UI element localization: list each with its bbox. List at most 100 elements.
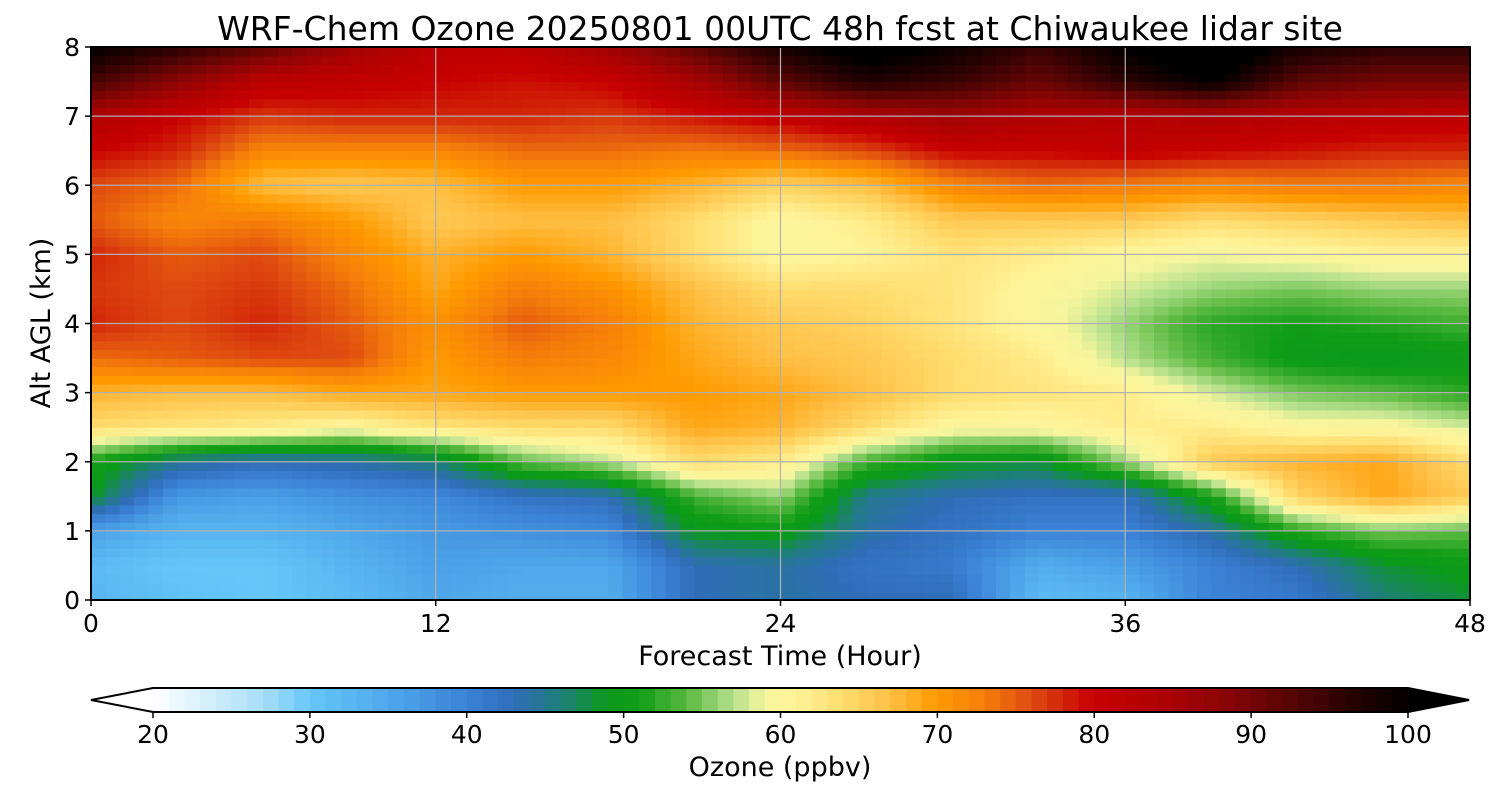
heatmap-cell bbox=[751, 574, 767, 584]
heatmap-cell bbox=[565, 349, 580, 359]
heatmap-cell bbox=[995, 237, 1011, 247]
heatmap-cell bbox=[119, 453, 135, 463]
heatmap-cell bbox=[177, 582, 193, 592]
heatmap-cell bbox=[205, 167, 221, 178]
heatmap-cell bbox=[579, 271, 595, 281]
heatmap-cell bbox=[866, 453, 882, 463]
heatmap-cell bbox=[1197, 539, 1213, 549]
heatmap-cell bbox=[249, 142, 264, 152]
heatmap-cell bbox=[593, 487, 609, 497]
heatmap-cell bbox=[349, 314, 365, 325]
heatmap-cell bbox=[335, 323, 351, 333]
heatmap-cell bbox=[521, 530, 537, 541]
heatmap-cell bbox=[1168, 470, 1184, 480]
heatmap-cell bbox=[1039, 124, 1055, 135]
heatmap-cell bbox=[751, 211, 767, 221]
heatmap-cell bbox=[1053, 228, 1069, 238]
heatmap-cell bbox=[1168, 504, 1184, 515]
heatmap-cell bbox=[565, 288, 580, 299]
heatmap-cell bbox=[809, 479, 825, 489]
heatmap-cell bbox=[191, 340, 207, 351]
heatmap-cell bbox=[521, 98, 537, 109]
heatmap-cell bbox=[292, 375, 308, 385]
heatmap-cell bbox=[1067, 90, 1083, 100]
heatmap-cell bbox=[162, 72, 178, 83]
heatmap-cell bbox=[608, 314, 624, 325]
heatmap-cell bbox=[780, 116, 796, 126]
heatmap-cell bbox=[751, 219, 767, 230]
heatmap-cell bbox=[909, 349, 925, 359]
heatmap-cell bbox=[866, 487, 882, 497]
heatmap-cell bbox=[967, 254, 983, 264]
heatmap-cell bbox=[995, 591, 1011, 600]
heatmap-cell bbox=[967, 193, 983, 204]
heatmap-cell bbox=[363, 556, 379, 567]
heatmap-cell bbox=[809, 185, 825, 195]
heatmap-cell bbox=[1182, 306, 1198, 316]
heatmap-cell bbox=[277, 254, 293, 264]
heatmap-cell bbox=[335, 487, 351, 497]
heatmap-cell bbox=[349, 297, 365, 307]
heatmap-cell bbox=[263, 323, 279, 333]
heatmap-cell bbox=[737, 392, 753, 402]
heatmap-cell bbox=[751, 98, 767, 109]
heatmap-cell bbox=[407, 479, 422, 489]
heatmap-cell bbox=[91, 185, 106, 195]
heatmap-cell bbox=[134, 72, 150, 83]
heatmap-cell bbox=[809, 340, 825, 351]
heatmap-cell bbox=[249, 530, 264, 541]
heatmap-cell bbox=[1168, 47, 1184, 57]
heatmap-cell bbox=[1139, 383, 1155, 394]
heatmap-cell bbox=[177, 47, 193, 57]
heatmap-cell bbox=[1110, 513, 1126, 523]
heatmap-cell bbox=[493, 349, 509, 359]
heatmap-cell bbox=[407, 98, 422, 109]
heatmap-cell bbox=[694, 375, 710, 385]
heatmap-cell bbox=[407, 263, 422, 273]
heatmap-cell bbox=[134, 55, 150, 65]
heatmap-cell bbox=[1110, 435, 1126, 446]
heatmap-cell bbox=[507, 219, 523, 230]
heatmap-cell bbox=[421, 548, 437, 558]
heatmap-cell bbox=[306, 297, 322, 307]
heatmap-cell bbox=[263, 487, 279, 497]
heatmap-cell bbox=[220, 90, 236, 100]
heatmap-cell bbox=[220, 228, 236, 238]
heatmap-cell bbox=[995, 513, 1011, 523]
heatmap-cell bbox=[737, 116, 753, 126]
heatmap-cell bbox=[134, 496, 150, 506]
heatmap-cell bbox=[837, 565, 853, 575]
heatmap-cell bbox=[507, 461, 523, 471]
heatmap-cell bbox=[277, 332, 293, 342]
heatmap-cell bbox=[521, 522, 537, 532]
heatmap-cell bbox=[593, 116, 609, 126]
heatmap-cell bbox=[809, 297, 825, 307]
heatmap-cell bbox=[335, 582, 351, 592]
heatmap-cell bbox=[550, 124, 566, 135]
heatmap-cell bbox=[1182, 591, 1198, 600]
heatmap-cell bbox=[593, 142, 609, 152]
heatmap-cell bbox=[823, 565, 839, 575]
heatmap-cell bbox=[478, 228, 494, 238]
heatmap-cell bbox=[881, 245, 897, 255]
heatmap-cell bbox=[407, 142, 422, 152]
heatmap-cell bbox=[1039, 263, 1055, 273]
heatmap-cell bbox=[263, 107, 279, 117]
heatmap-cell bbox=[723, 124, 738, 135]
heatmap-cell bbox=[737, 107, 753, 117]
heatmap-cell bbox=[679, 55, 695, 65]
heatmap-cell bbox=[1197, 263, 1213, 273]
heatmap-cell bbox=[162, 245, 178, 255]
heatmap-cell bbox=[665, 522, 681, 532]
heatmap-cell bbox=[378, 124, 394, 135]
heatmap-cell bbox=[751, 228, 767, 238]
heatmap-cell bbox=[205, 435, 221, 446]
heatmap-cell bbox=[823, 254, 839, 264]
heatmap-cell bbox=[636, 202, 652, 212]
heatmap-cell bbox=[1082, 142, 1098, 152]
heatmap-cell bbox=[1153, 271, 1169, 281]
heatmap-cell bbox=[177, 418, 193, 428]
heatmap-cell bbox=[708, 142, 724, 152]
heatmap-cell bbox=[435, 556, 451, 567]
heatmap-cell bbox=[234, 297, 250, 307]
